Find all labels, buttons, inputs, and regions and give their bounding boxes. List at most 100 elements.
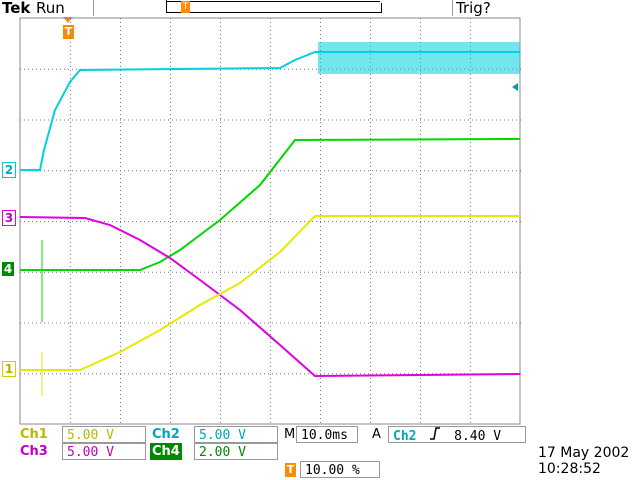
grid-dot <box>44 322 45 324</box>
grid-dot <box>420 158 421 159</box>
grid-dot <box>470 118 471 119</box>
grid-dot <box>470 318 471 319</box>
timebase-value[interactable]: 10.0ms <box>296 426 358 443</box>
grid-dot <box>270 386 271 387</box>
grid-dot <box>170 254 171 255</box>
grid-dot <box>320 74 321 75</box>
grid-dot <box>480 271 481 273</box>
grid-dot <box>48 170 49 172</box>
grid-dot <box>470 306 471 307</box>
grid-dot <box>70 178 71 179</box>
grid-dot <box>64 170 65 172</box>
grid-dot <box>388 170 389 172</box>
grid-dot <box>172 271 173 273</box>
grid-dot <box>220 110 221 111</box>
grid-dot <box>240 170 241 172</box>
grid-dot <box>420 250 421 251</box>
grid-dot <box>428 221 429 222</box>
grid-dot <box>236 322 237 324</box>
grid-dot <box>460 119 461 121</box>
grid-dot <box>320 302 321 303</box>
grid-dot <box>456 322 457 324</box>
grid-dot <box>270 134 271 135</box>
grid-dot <box>136 322 137 324</box>
grid-dot <box>70 114 71 115</box>
grid-dot <box>170 414 171 415</box>
trigger-readout[interactable]: Ch2 8.40 V <box>388 426 526 444</box>
grid-dot <box>400 221 401 222</box>
grid-dot <box>148 221 149 222</box>
grid-dot <box>270 202 271 203</box>
grid-dot <box>512 271 513 273</box>
grid-dot <box>320 334 321 335</box>
grid-dot <box>220 230 221 231</box>
grid-dot <box>470 326 471 327</box>
brand-label: Tek <box>2 0 31 17</box>
grid-dot <box>404 322 405 324</box>
horizontal-position[interactable]: 10.00 % <box>300 461 380 478</box>
grid-dot <box>360 373 361 375</box>
record-position-bar[interactable] <box>166 3 382 13</box>
grid-dot <box>120 322 121 324</box>
ch2-scale[interactable]: 5.00 V <box>194 426 278 443</box>
grid-dot <box>120 326 121 327</box>
grid-dot <box>470 218 471 219</box>
ch4-label[interactable]: Ch4 <box>150 443 182 460</box>
ch1-label[interactable]: Ch1 <box>20 427 48 442</box>
grid-dot <box>170 274 171 275</box>
grid-dot <box>268 322 269 324</box>
grid-dot <box>248 221 249 222</box>
grid-dot <box>20 68 21 70</box>
grid-dot <box>472 221 473 222</box>
grid-dot <box>420 246 421 247</box>
grid-dot <box>270 86 271 87</box>
grid-dot <box>428 119 429 121</box>
grid-dot <box>420 298 421 299</box>
grid-dot <box>370 194 371 195</box>
grid-dot <box>176 221 177 222</box>
grid-dot <box>412 373 413 375</box>
grid-dot <box>170 370 171 371</box>
grid-dot <box>70 186 71 187</box>
grid-dot <box>170 382 171 383</box>
grid-dot <box>370 402 371 403</box>
grid-dot <box>220 398 221 399</box>
grid-dot <box>48 322 49 324</box>
grid-dot <box>120 58 121 59</box>
grid-dot <box>170 70 171 71</box>
grid-dot <box>470 158 471 159</box>
grid-dot <box>470 18 471 19</box>
grid-dot <box>488 119 489 121</box>
grid-dot <box>288 170 289 172</box>
grid-dot <box>470 274 471 275</box>
grid-dot <box>120 214 121 215</box>
grid-dot <box>70 250 71 251</box>
grid-dot <box>336 170 337 172</box>
grid-dot <box>352 221 353 222</box>
grid-dot <box>220 262 221 263</box>
grid-dot <box>320 22 321 23</box>
grid-dot <box>168 373 169 375</box>
grid-dot <box>184 119 185 121</box>
grid-dot <box>320 154 321 155</box>
grid-dot <box>220 174 221 175</box>
grid-dot <box>120 166 121 167</box>
grid-dot <box>270 50 271 51</box>
grid-dot <box>70 234 71 235</box>
ch3-scale[interactable]: 5.00 V <box>62 443 146 460</box>
grid-dot <box>170 114 171 115</box>
grid-dot <box>492 119 493 121</box>
ch1-scale[interactable]: 5.00 V <box>62 426 146 443</box>
ch2-label[interactable]: Ch2 <box>152 427 180 442</box>
ch3-label[interactable]: Ch3 <box>20 444 48 459</box>
grid-dot <box>248 322 249 324</box>
grid-dot <box>270 362 271 363</box>
ch4-scale[interactable]: 2.00 V <box>194 443 278 460</box>
grid-dot <box>420 22 421 23</box>
grid-dot <box>170 366 171 367</box>
grid-dot <box>160 221 161 222</box>
grid-dot <box>220 422 221 423</box>
grid-dot <box>488 221 489 222</box>
grid-dot <box>328 221 329 222</box>
grid-dot <box>220 290 221 291</box>
